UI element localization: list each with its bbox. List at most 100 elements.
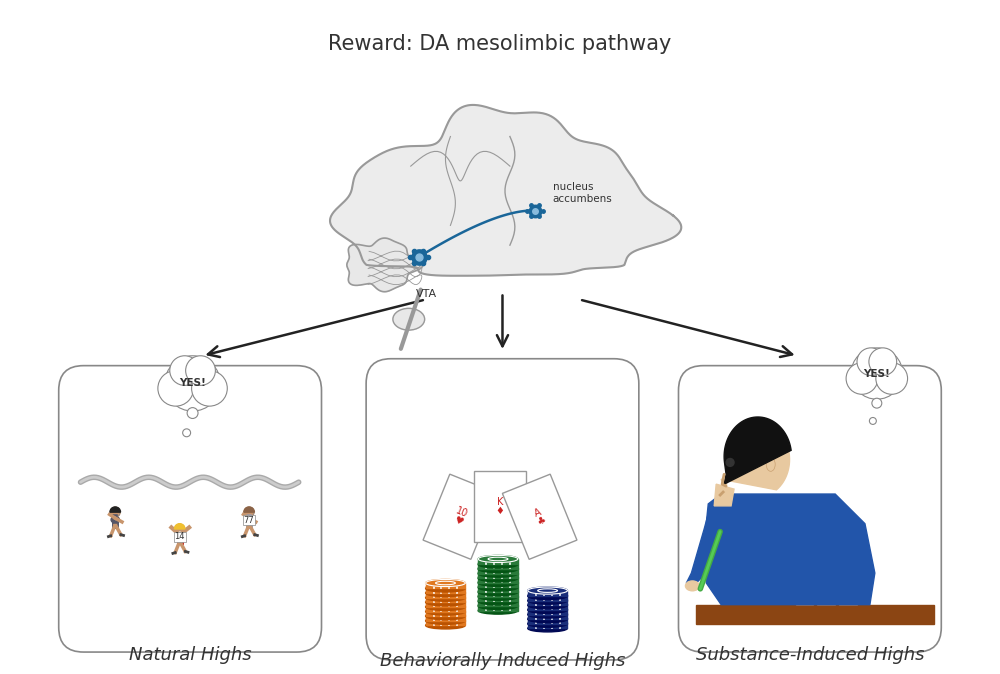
Polygon shape <box>478 559 518 564</box>
Ellipse shape <box>478 592 518 599</box>
Ellipse shape <box>528 620 567 627</box>
Ellipse shape <box>528 615 567 622</box>
Polygon shape <box>528 618 567 623</box>
Wedge shape <box>174 524 185 529</box>
Ellipse shape <box>426 603 465 611</box>
Polygon shape <box>426 588 465 593</box>
Polygon shape <box>426 611 465 616</box>
Ellipse shape <box>528 601 567 608</box>
Ellipse shape <box>528 615 567 623</box>
Text: Substance-Induced Highs: Substance-Induced Highs <box>696 646 924 664</box>
Ellipse shape <box>478 565 518 573</box>
Ellipse shape <box>426 608 465 615</box>
Ellipse shape <box>393 309 425 330</box>
Ellipse shape <box>426 584 465 591</box>
Ellipse shape <box>426 612 465 619</box>
Wedge shape <box>110 507 121 512</box>
Ellipse shape <box>478 598 518 605</box>
Polygon shape <box>426 615 465 621</box>
Ellipse shape <box>528 610 567 617</box>
Ellipse shape <box>528 587 567 594</box>
Polygon shape <box>528 609 567 615</box>
Polygon shape <box>478 568 518 574</box>
Polygon shape <box>714 484 734 506</box>
Polygon shape <box>478 591 518 596</box>
Ellipse shape <box>426 593 465 601</box>
Polygon shape <box>704 494 875 605</box>
FancyBboxPatch shape <box>59 365 322 652</box>
Text: YES!: YES! <box>863 369 890 379</box>
Ellipse shape <box>478 607 518 614</box>
Ellipse shape <box>528 602 567 609</box>
Ellipse shape <box>488 599 508 603</box>
Ellipse shape <box>426 617 465 624</box>
Ellipse shape <box>528 592 567 600</box>
Ellipse shape <box>766 458 775 471</box>
Ellipse shape <box>538 593 558 597</box>
Text: nucleus
accumbens: nucleus accumbens <box>553 181 612 204</box>
Polygon shape <box>502 474 577 559</box>
Ellipse shape <box>436 609 455 613</box>
Polygon shape <box>528 590 567 596</box>
Ellipse shape <box>426 588 465 596</box>
Polygon shape <box>474 471 526 543</box>
Ellipse shape <box>436 590 455 594</box>
Ellipse shape <box>538 621 558 625</box>
Polygon shape <box>528 600 567 605</box>
Ellipse shape <box>488 566 508 570</box>
Polygon shape <box>724 417 791 484</box>
Circle shape <box>869 417 876 425</box>
Polygon shape <box>478 578 518 583</box>
Ellipse shape <box>436 613 455 617</box>
Text: K
♦: K ♦ <box>496 497 504 516</box>
Circle shape <box>876 363 908 394</box>
Ellipse shape <box>436 605 455 608</box>
Ellipse shape <box>436 595 455 599</box>
Ellipse shape <box>478 602 518 609</box>
Circle shape <box>158 371 194 406</box>
Ellipse shape <box>488 585 508 588</box>
Text: 14: 14 <box>174 532 185 541</box>
Polygon shape <box>478 573 518 578</box>
Ellipse shape <box>528 596 567 603</box>
Ellipse shape <box>488 603 508 607</box>
Polygon shape <box>686 514 721 588</box>
Ellipse shape <box>478 565 518 572</box>
Ellipse shape <box>538 607 558 611</box>
Ellipse shape <box>478 575 518 582</box>
Ellipse shape <box>478 574 518 581</box>
Circle shape <box>726 458 734 466</box>
Ellipse shape <box>478 588 518 596</box>
Circle shape <box>110 508 120 517</box>
Ellipse shape <box>426 599 465 606</box>
Ellipse shape <box>528 605 567 613</box>
Polygon shape <box>478 563 518 569</box>
Ellipse shape <box>478 570 518 576</box>
Ellipse shape <box>528 625 567 632</box>
Circle shape <box>851 348 903 399</box>
Polygon shape <box>478 582 518 588</box>
Ellipse shape <box>111 516 119 523</box>
Ellipse shape <box>488 594 508 598</box>
Text: 10
♥: 10 ♥ <box>451 506 470 528</box>
Ellipse shape <box>538 589 558 592</box>
Polygon shape <box>426 597 465 603</box>
Polygon shape <box>478 605 518 611</box>
Ellipse shape <box>478 583 518 590</box>
Ellipse shape <box>478 603 518 609</box>
Circle shape <box>192 371 227 406</box>
Ellipse shape <box>488 562 508 565</box>
Ellipse shape <box>436 600 455 603</box>
Ellipse shape <box>426 622 465 629</box>
Polygon shape <box>330 105 681 276</box>
Circle shape <box>846 363 878 394</box>
Ellipse shape <box>426 594 465 601</box>
Polygon shape <box>426 620 465 625</box>
Polygon shape <box>528 614 567 619</box>
Polygon shape <box>426 606 465 611</box>
Text: VTA: VTA <box>416 288 437 299</box>
Polygon shape <box>478 586 518 592</box>
Ellipse shape <box>426 607 465 614</box>
Ellipse shape <box>488 571 508 575</box>
Ellipse shape <box>426 590 465 596</box>
